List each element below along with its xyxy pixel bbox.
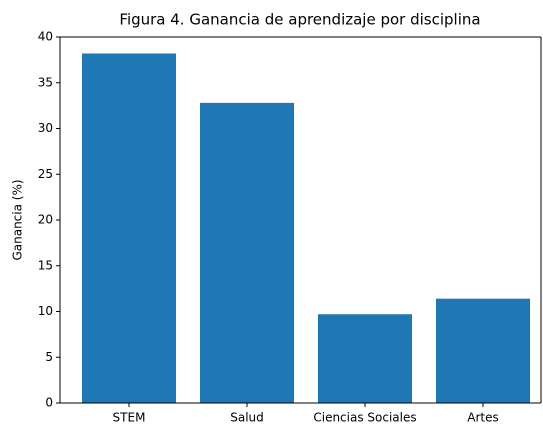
y-tick-label: 30 — [38, 121, 53, 135]
y-tick-label: 0 — [45, 396, 53, 410]
x-tick-label: STEM — [113, 411, 146, 425]
chart-title: Figura 4. Ganancia de aprendizaje por di… — [119, 11, 480, 29]
bar — [436, 298, 530, 403]
bar — [200, 102, 294, 403]
y-tick-label: 35 — [38, 75, 53, 89]
y-tick-label: 25 — [38, 167, 53, 181]
x-tick-label: Ciencias Sociales — [313, 411, 416, 425]
bar — [318, 314, 412, 403]
x-tick-label: Salud — [230, 411, 264, 425]
y-tick-label: 5 — [45, 350, 53, 364]
bar — [82, 53, 176, 403]
y-axis-label: Ganancia (%) — [11, 179, 25, 260]
y-tick-label: 10 — [38, 304, 53, 318]
y-tick-label: 20 — [38, 213, 53, 227]
y-tick-label: 15 — [38, 258, 53, 272]
y-tick-label: 40 — [38, 30, 53, 44]
x-tick-label: Artes — [467, 411, 498, 425]
